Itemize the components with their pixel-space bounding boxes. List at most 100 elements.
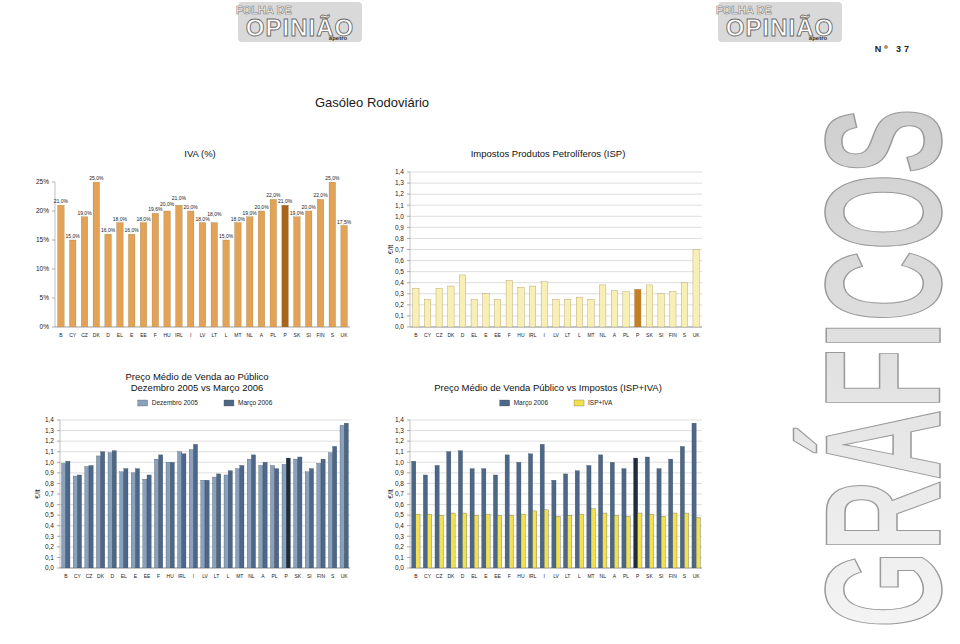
data-label: 19,0%	[290, 210, 305, 216]
bar	[164, 211, 170, 327]
data-label: 15,0%	[219, 233, 234, 239]
bar	[154, 459, 158, 568]
bar	[649, 514, 653, 568]
page: {"page": {"logo_line1": "FOLHA DE", "log…	[0, 0, 960, 644]
bar	[498, 515, 502, 568]
bar	[482, 469, 486, 568]
tick-mark	[57, 462, 60, 463]
logo: FOLHA DEOPINIÃOapetro	[716, 2, 842, 42]
grid-line	[410, 271, 702, 272]
tick-mark	[407, 451, 410, 452]
tick-mark	[57, 420, 60, 421]
bar	[587, 465, 591, 568]
bar	[124, 469, 128, 568]
x-tick-label: A	[260, 332, 264, 338]
y-tick-label: 1,2	[45, 437, 54, 444]
bar	[563, 474, 567, 568]
y-tick-label: 0,1	[45, 554, 54, 561]
bar	[282, 205, 288, 327]
tick-mark	[407, 172, 410, 173]
bar	[439, 515, 443, 568]
x-tick-label: UK	[341, 332, 349, 338]
tick-mark	[57, 504, 60, 505]
bar	[317, 463, 321, 568]
chart-title: Impostos Produtos Petrolíferos (ISP)	[471, 148, 626, 159]
data-label: 18,0%	[113, 216, 128, 222]
logo-line2: OPINIÃO	[726, 14, 834, 41]
y-axis-label: €/lt	[387, 489, 394, 498]
bar	[483, 294, 489, 327]
y-tick-label: 0,9	[395, 469, 404, 476]
y-tick-label: 25%	[36, 178, 49, 185]
x-tick-label: L	[578, 332, 581, 338]
tick-mark	[52, 211, 55, 212]
bar	[435, 465, 439, 568]
y-tick-label: 0,0	[395, 564, 404, 571]
bar	[568, 515, 572, 568]
x-tick-label: DK	[447, 573, 455, 579]
tick-mark	[407, 420, 410, 421]
bar	[529, 286, 535, 327]
bar	[470, 469, 474, 568]
bar	[251, 455, 255, 568]
bar	[105, 234, 111, 327]
x-tick-label: SI	[659, 573, 664, 579]
bar	[187, 211, 193, 327]
bar	[552, 480, 556, 568]
tick-mark	[407, 260, 410, 261]
bar	[448, 286, 454, 327]
grid-line	[410, 194, 702, 195]
data-label: 25,0%	[325, 175, 340, 181]
tick-mark	[57, 483, 60, 484]
bar	[635, 289, 641, 327]
grid-line	[410, 430, 702, 431]
bar	[140, 223, 146, 327]
chart-title: Preço Médio de Venda ao Público	[125, 371, 268, 382]
y-tick-label: 1,1	[395, 448, 404, 455]
tick-mark	[407, 525, 410, 526]
x-tick-label: SK	[294, 573, 301, 579]
y-tick-label: 0,7	[395, 490, 404, 497]
x-tick-label: MT	[587, 332, 594, 338]
bar	[66, 461, 70, 568]
x-tick-label: L	[227, 573, 230, 579]
bar	[540, 444, 544, 568]
chart: Preço Médio de Venda Público vs Impostos…	[387, 382, 702, 579]
bar	[626, 516, 630, 568]
tick-mark	[407, 546, 410, 547]
tick-mark	[407, 205, 410, 206]
data-label: 20,0%	[160, 201, 175, 207]
canvas: FOLHA DEOPINIÃOapetroFOLHA DEOPINIÃOapet…	[0, 0, 960, 644]
bar	[428, 514, 432, 568]
bar	[344, 423, 348, 568]
y-tick-label: 0,2	[395, 301, 404, 308]
logo-sub: apetro	[809, 35, 828, 41]
y-tick-label: 1,2	[395, 437, 404, 444]
y-tick-label: 1,0	[395, 459, 404, 466]
y-axis-label: €/lt	[34, 489, 41, 498]
grid-line	[410, 238, 702, 239]
x-tick-label: SI	[306, 332, 311, 338]
x-tick-label: NL	[600, 332, 607, 338]
data-label: 18,0%	[207, 211, 222, 217]
y-tick-label: 0,2	[45, 543, 54, 550]
bar	[646, 285, 652, 327]
y-tick-label: 0,4	[395, 522, 404, 529]
tick-mark	[407, 504, 410, 505]
x-tick-label: CZ	[86, 573, 93, 579]
x-tick-label: DK	[97, 573, 105, 579]
x-tick-label: HU	[517, 332, 525, 338]
y-tick-label: 0,6	[45, 501, 54, 508]
y-tick-label: 1,0	[45, 459, 54, 466]
grid-line	[60, 420, 350, 421]
data-label: 16,0%	[125, 227, 140, 233]
bars	[62, 423, 349, 568]
tick-mark	[407, 515, 410, 516]
x-tick-label: LT	[214, 573, 219, 579]
grid-line	[410, 282, 702, 283]
tick-mark	[57, 515, 60, 516]
x-tick-label: PL	[270, 332, 276, 338]
x-tick-label: EL	[471, 573, 477, 579]
y-tick-label: 0,2	[395, 543, 404, 550]
bar	[506, 281, 512, 328]
